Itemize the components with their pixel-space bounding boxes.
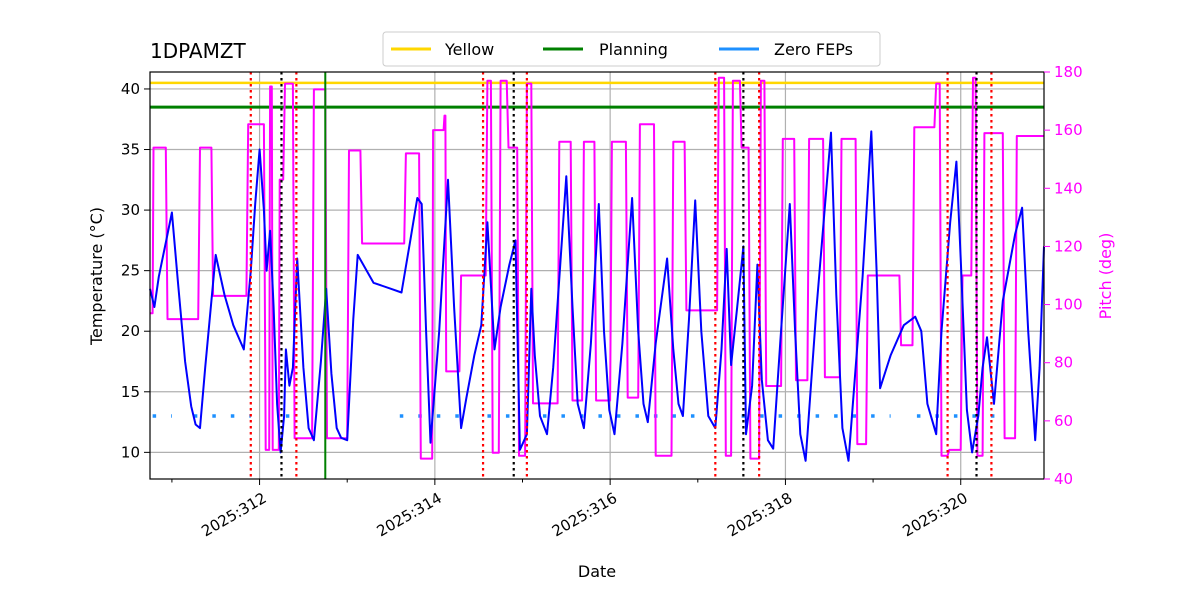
chart-title: 1DPAMZT xyxy=(150,39,247,63)
y-tick-label-4: 30 xyxy=(121,201,140,219)
y2-tick-label-2: 80 xyxy=(1054,354,1073,372)
y-tick-label-6: 40 xyxy=(121,80,140,98)
y2-tick-label-4: 120 xyxy=(1054,237,1083,255)
x-axis-label: Date xyxy=(578,562,616,581)
reference-lines xyxy=(150,81,1044,418)
legend-label-yellow: Yellow xyxy=(444,40,494,59)
series xyxy=(149,76,1045,462)
legend: Yellow Planning Zero FEPs xyxy=(382,31,881,67)
y-tick-label-5: 35 xyxy=(121,141,140,159)
y2-tick-label-5: 140 xyxy=(1054,179,1083,197)
y-tick-label-0: 10 xyxy=(121,443,140,461)
event-markers xyxy=(249,72,993,479)
y-tick-label-2: 20 xyxy=(121,322,140,340)
y2-axis-label: Pitch (deg) xyxy=(1096,233,1115,320)
y2-tick-label-3: 100 xyxy=(1054,296,1083,314)
y-axis-label: Temperature (°C) xyxy=(87,207,106,346)
legend-label-planning: Planning xyxy=(599,40,668,59)
y2-tick-label-0: 40 xyxy=(1054,470,1073,488)
legend-box xyxy=(382,31,881,67)
y2-tick-label-7: 180 xyxy=(1054,63,1083,81)
y-tick-label-1: 15 xyxy=(121,383,140,401)
legend-label-zero-feps: Zero FEPs xyxy=(774,40,853,59)
temperature-series-line xyxy=(149,130,1045,462)
y-tick-label-3: 25 xyxy=(121,262,140,280)
y2-tick-label-1: 60 xyxy=(1054,412,1073,430)
plot-frame xyxy=(149,71,1045,480)
y2-tick-label-6: 160 xyxy=(1054,121,1083,139)
